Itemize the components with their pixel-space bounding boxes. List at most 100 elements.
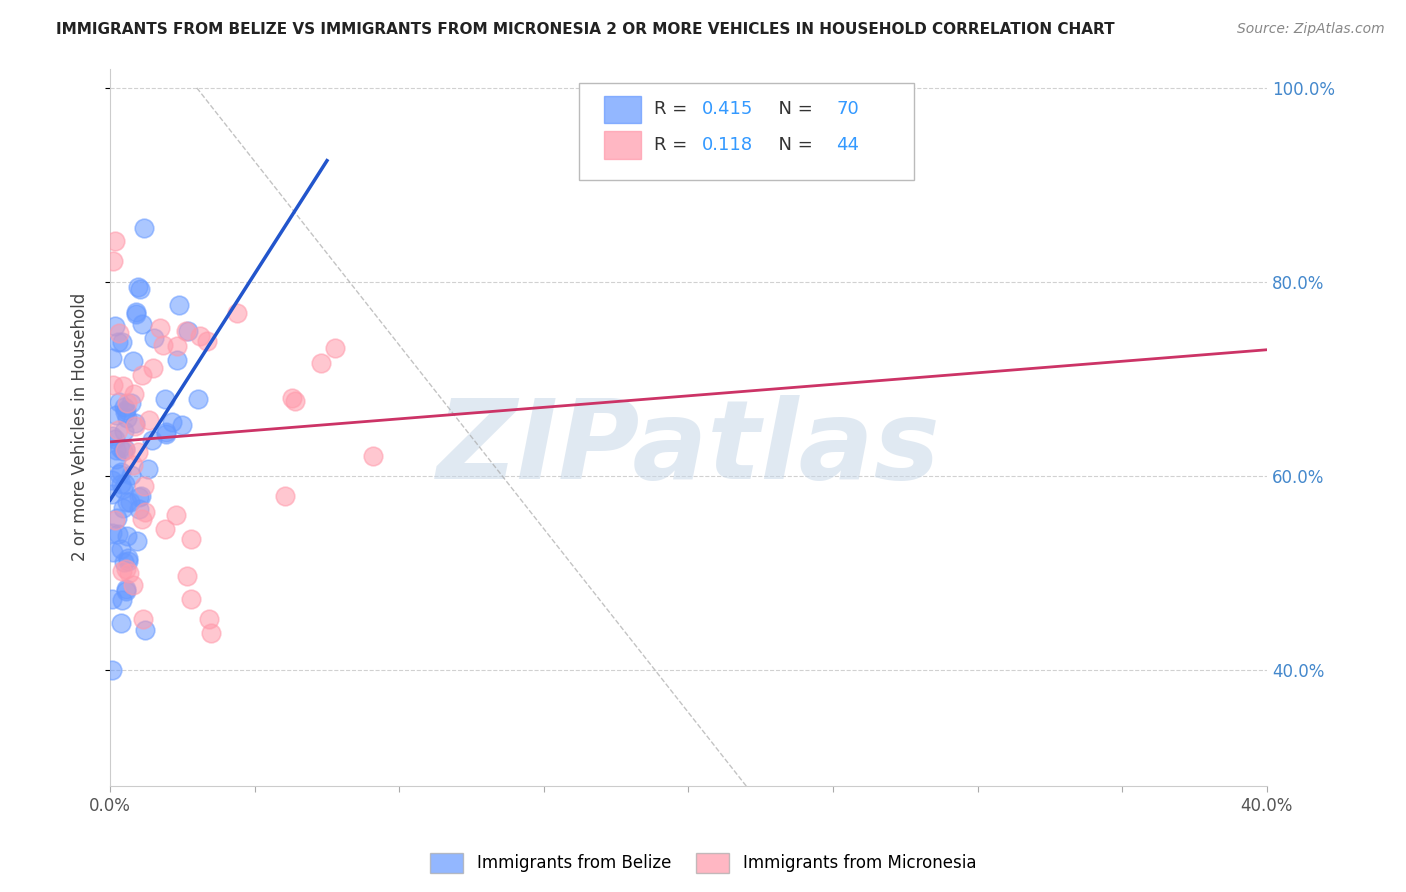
Point <box>176 324 198 338</box>
Point <box>115 582 138 597</box>
Point <box>131 511 153 525</box>
Point <box>128 490 150 504</box>
Point <box>114 442 136 457</box>
Point <box>112 424 135 438</box>
Point <box>114 405 136 419</box>
Point <box>101 487 124 501</box>
Point <box>101 525 124 540</box>
Point <box>169 298 191 312</box>
Point <box>117 551 139 566</box>
Point <box>104 432 127 446</box>
Point <box>134 505 156 519</box>
Text: R =: R = <box>654 101 693 119</box>
Point <box>166 338 188 352</box>
Point <box>132 221 155 235</box>
Point <box>110 616 132 631</box>
Text: R =: R = <box>654 136 693 154</box>
Point <box>153 392 176 406</box>
Point <box>107 423 129 437</box>
Point <box>176 568 198 582</box>
Point <box>127 280 149 294</box>
Point <box>104 319 127 334</box>
Point <box>115 396 138 410</box>
Text: 0.415: 0.415 <box>703 101 754 119</box>
Text: 44: 44 <box>837 136 859 154</box>
Point <box>280 391 302 405</box>
Y-axis label: 2 or more Vehicles in Household: 2 or more Vehicles in Household <box>72 293 89 561</box>
Text: ZIPatlas: ZIPatlas <box>437 395 941 502</box>
Point <box>124 304 146 318</box>
Point <box>160 415 183 429</box>
Point <box>111 335 134 350</box>
Text: N =: N = <box>768 136 818 154</box>
Point <box>115 411 138 425</box>
Point <box>132 612 155 626</box>
Point <box>131 317 153 331</box>
Point <box>124 417 146 431</box>
Point <box>111 379 134 393</box>
Point <box>180 591 202 606</box>
Point <box>127 445 149 459</box>
Point <box>136 461 159 475</box>
Point <box>125 307 148 321</box>
Point <box>134 623 156 637</box>
Point <box>142 360 165 375</box>
Point <box>120 467 142 482</box>
Point <box>141 433 163 447</box>
Point <box>165 508 187 522</box>
Point <box>187 392 209 406</box>
Point <box>155 425 177 440</box>
Point <box>114 403 136 417</box>
Point <box>200 626 222 640</box>
Point <box>112 555 135 569</box>
Point <box>112 400 135 414</box>
Point <box>110 564 132 578</box>
Point <box>100 429 122 443</box>
Point <box>115 583 138 598</box>
Point <box>142 331 165 345</box>
Point <box>155 426 177 441</box>
Point <box>195 334 218 348</box>
Point <box>114 476 136 491</box>
Point <box>198 612 221 626</box>
Point <box>361 449 384 463</box>
Point <box>188 329 211 343</box>
Point <box>284 393 307 408</box>
Point <box>101 254 124 268</box>
Point <box>128 502 150 516</box>
Point <box>180 533 202 547</box>
Point <box>107 467 129 481</box>
Text: 0.118: 0.118 <box>703 136 754 154</box>
Point <box>155 522 177 536</box>
Point <box>122 578 145 592</box>
FancyBboxPatch shape <box>605 95 641 123</box>
Point <box>111 593 134 607</box>
Point <box>311 356 333 370</box>
Point <box>105 511 128 525</box>
Point <box>117 554 139 568</box>
Point <box>111 501 134 516</box>
Point <box>138 413 160 427</box>
Point <box>170 418 193 433</box>
Point <box>131 368 153 382</box>
Point <box>166 352 188 367</box>
Point <box>226 306 249 320</box>
Point <box>118 495 141 509</box>
Point <box>128 282 150 296</box>
Point <box>125 533 148 548</box>
Point <box>122 458 145 472</box>
Point <box>104 513 127 527</box>
FancyBboxPatch shape <box>579 83 914 180</box>
Text: N =: N = <box>768 101 818 119</box>
Point <box>104 235 127 249</box>
Text: 70: 70 <box>837 101 859 119</box>
Text: IMMIGRANTS FROM BELIZE VS IMMIGRANTS FROM MICRONESIA 2 OR MORE VEHICLES IN HOUSE: IMMIGRANTS FROM BELIZE VS IMMIGRANTS FRO… <box>56 22 1115 37</box>
Point <box>108 326 131 341</box>
Point <box>105 408 128 422</box>
Point <box>103 545 125 559</box>
Point <box>152 338 174 352</box>
Point <box>107 527 129 541</box>
Point <box>110 465 132 479</box>
Point <box>114 562 136 576</box>
Point <box>107 395 129 409</box>
